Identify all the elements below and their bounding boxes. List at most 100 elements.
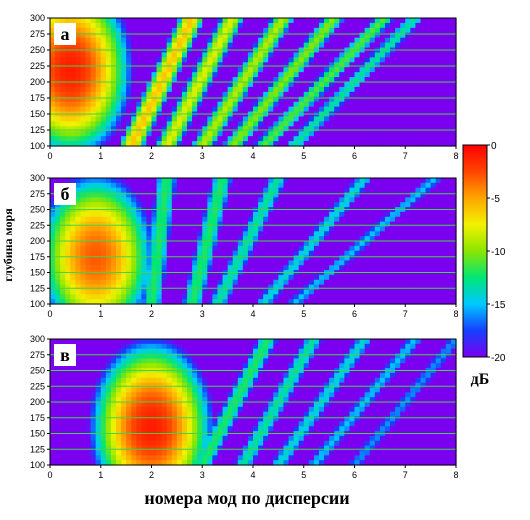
heatmap-cell bbox=[181, 231, 188, 237]
heatmap-cell bbox=[278, 299, 285, 305]
heatmap-cell bbox=[192, 57, 198, 63]
heatmap-cell bbox=[334, 216, 340, 223]
heatmap-cell bbox=[65, 377, 71, 384]
heatmap-cell bbox=[374, 226, 381, 232]
heatmap-cell bbox=[202, 241, 208, 247]
heatmap-cell bbox=[329, 226, 335, 232]
heatmap-cell bbox=[121, 226, 127, 232]
heatmap-cell bbox=[242, 353, 249, 359]
heatmap-cell bbox=[298, 131, 305, 137]
heatmap-cell bbox=[187, 86, 193, 93]
heatmap-cell bbox=[207, 202, 213, 208]
heatmap-cell bbox=[212, 106, 219, 113]
heatmap-cell bbox=[313, 37, 320, 44]
heatmap-cell bbox=[50, 62, 56, 68]
heatmap-cell bbox=[166, 27, 173, 34]
heatmap-cell bbox=[400, 294, 406, 300]
heatmap-cell bbox=[146, 245, 153, 252]
heatmap-cell bbox=[445, 101, 452, 108]
heatmap-cell bbox=[445, 211, 452, 218]
heatmap-cell bbox=[50, 32, 56, 39]
heatmap-cell bbox=[384, 211, 391, 218]
heatmap-cell bbox=[121, 141, 127, 147]
heatmap-cell bbox=[278, 62, 285, 68]
heatmap-cell bbox=[232, 363, 239, 369]
heatmap-cell bbox=[395, 358, 401, 364]
heatmap-cell bbox=[217, 231, 224, 237]
heatmap-cell bbox=[131, 116, 137, 122]
heatmap-cell bbox=[410, 226, 416, 232]
heatmap-cell bbox=[450, 221, 457, 228]
heatmap-cell bbox=[405, 57, 411, 63]
heatmap-cell bbox=[318, 72, 325, 78]
heatmap-cell bbox=[151, 245, 158, 252]
heatmap-cell bbox=[395, 62, 401, 68]
heatmap-cell bbox=[374, 202, 381, 208]
heatmap-cell bbox=[70, 255, 76, 261]
heatmap-cell bbox=[146, 353, 153, 359]
heatmap-cell bbox=[222, 82, 229, 88]
heatmap-cell bbox=[60, 265, 66, 271]
heatmap-cell bbox=[80, 77, 87, 83]
heatmap-cell bbox=[166, 358, 173, 364]
heatmap-cell bbox=[318, 86, 325, 93]
heatmap-cell bbox=[207, 32, 213, 39]
heatmap-cell bbox=[364, 343, 371, 350]
heatmap-cell bbox=[445, 126, 452, 132]
heatmap-cell bbox=[410, 265, 416, 271]
heatmap-cell bbox=[395, 22, 401, 29]
heatmap-cell bbox=[55, 131, 61, 137]
heatmap-cell bbox=[273, 289, 279, 295]
heatmap-cell bbox=[364, 197, 371, 203]
heatmap-cell bbox=[232, 299, 239, 305]
heatmap-cell bbox=[121, 116, 127, 122]
heatmap-cell bbox=[126, 274, 132, 281]
heatmap-cell bbox=[75, 265, 82, 271]
heatmap-cell bbox=[65, 101, 71, 108]
heatmap-cells bbox=[50, 339, 457, 466]
heatmap-cell bbox=[313, 221, 320, 228]
y-tick-label: 250 bbox=[30, 45, 45, 55]
heatmap-cell bbox=[50, 91, 56, 98]
heatmap-cell bbox=[176, 255, 183, 261]
heatmap-cell bbox=[349, 372, 356, 379]
heatmap-cell bbox=[181, 62, 188, 68]
heatmap-cell bbox=[70, 299, 76, 305]
heatmap-cell bbox=[258, 343, 264, 350]
heatmap-cell bbox=[80, 294, 87, 300]
heatmap-cell bbox=[258, 260, 264, 266]
heatmap-cell bbox=[298, 72, 305, 78]
heatmap-cell bbox=[105, 236, 112, 242]
heatmap-cell bbox=[217, 358, 224, 364]
heatmap-cell bbox=[237, 106, 244, 113]
heatmap-cell bbox=[430, 27, 437, 34]
heatmap-cell bbox=[126, 245, 132, 252]
heatmap-cell bbox=[313, 141, 320, 147]
heatmap-cell bbox=[242, 116, 249, 122]
heatmap-cell bbox=[344, 96, 351, 103]
heatmap-cell bbox=[85, 299, 92, 305]
heatmap-cell bbox=[222, 72, 229, 78]
heatmap-cell bbox=[263, 260, 269, 266]
heatmap-cell bbox=[85, 136, 92, 142]
heatmap-cell bbox=[334, 182, 340, 189]
heatmap-cell bbox=[136, 192, 142, 198]
heatmap-cell bbox=[181, 260, 188, 266]
heatmap-cell bbox=[126, 226, 132, 232]
heatmap-cell bbox=[400, 353, 406, 359]
heatmap-cell bbox=[379, 77, 386, 83]
heatmap-cell bbox=[440, 42, 447, 49]
heatmap-cell bbox=[105, 377, 112, 384]
heatmap-cell bbox=[192, 126, 198, 132]
heatmap-cell bbox=[258, 216, 264, 223]
heatmap-cell bbox=[50, 358, 56, 364]
heatmap-cell bbox=[450, 289, 457, 295]
heatmap-cell bbox=[151, 141, 158, 147]
heatmap-cell bbox=[303, 343, 310, 350]
heatmap-cell bbox=[217, 101, 224, 108]
heatmap-cell bbox=[313, 52, 320, 58]
heatmap-cell bbox=[303, 260, 310, 266]
heatmap-cell bbox=[400, 241, 406, 247]
heatmap-cell bbox=[156, 62, 163, 68]
heatmap-cell bbox=[121, 348, 127, 355]
